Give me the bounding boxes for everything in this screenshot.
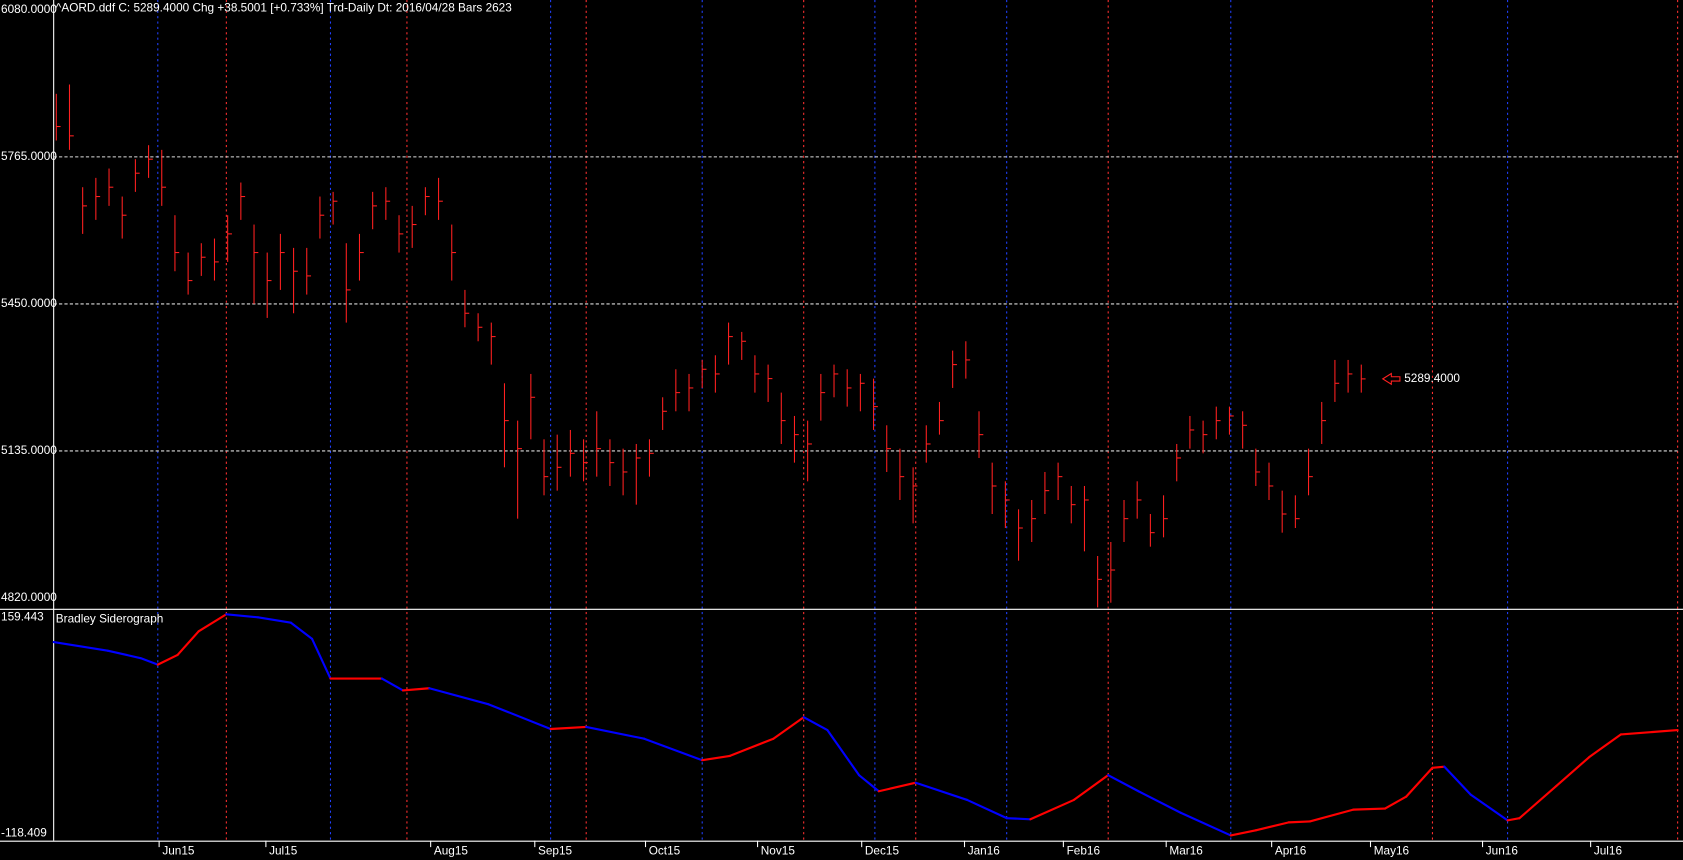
x-tick-label: Apr16 xyxy=(1275,844,1307,858)
x-tick-label: Mar16 xyxy=(1169,844,1203,858)
siderograph-segment xyxy=(1229,829,1257,837)
x-tick-label: Jun15 xyxy=(162,844,195,858)
x-tick-label: Jun16 xyxy=(1486,844,1519,858)
siderograph-segment xyxy=(1072,774,1110,801)
siderograph-segment xyxy=(549,725,588,731)
siderograph-segment xyxy=(1555,755,1591,788)
last-price-arrow xyxy=(1381,372,1401,386)
siderograph-segment xyxy=(914,781,969,801)
siderograph-segment xyxy=(877,781,917,793)
last-price-label: 5289.4000 xyxy=(1404,371,1460,385)
siderograph-segment xyxy=(966,798,1008,820)
siderograph-segment xyxy=(289,621,314,640)
siderograph-segment xyxy=(1179,811,1232,837)
siderograph-segment xyxy=(1619,729,1679,736)
x-tick-label: Feb16 xyxy=(1067,844,1101,858)
y-tick-label: 5450.0000 xyxy=(1,296,57,310)
x-tick-label: Dec15 xyxy=(865,844,900,858)
y-tick-label: 5765.0000 xyxy=(1,149,57,163)
siderograph-segment xyxy=(701,754,731,762)
siderograph-segment xyxy=(401,687,431,692)
siderograph-segment xyxy=(1443,765,1472,796)
siderograph-segment xyxy=(772,716,805,740)
siderograph-segment xyxy=(1254,821,1290,832)
siderograph-segment xyxy=(1137,790,1182,814)
siderograph-segment xyxy=(156,653,179,666)
siderograph-segment xyxy=(256,616,293,624)
siderograph-segment xyxy=(1005,817,1032,821)
siderograph-segment xyxy=(585,725,646,740)
panel-title: Bradley Siderograph xyxy=(56,612,164,626)
siderograph-segment xyxy=(1431,765,1446,769)
siderograph-segment xyxy=(802,716,829,732)
y-tick-label: 159.443 xyxy=(1,610,44,624)
cycle-layer xyxy=(157,0,1679,841)
siderograph-segment xyxy=(139,657,159,666)
siderograph-segment xyxy=(1287,820,1311,824)
y-tick-label: 4820.0000 xyxy=(1,590,57,604)
x-tick-label: Aug15 xyxy=(434,844,469,858)
siderograph-segment xyxy=(1383,795,1408,810)
siderograph-segment xyxy=(643,737,704,762)
siderograph-segment xyxy=(487,703,552,731)
siderograph-segment xyxy=(728,737,775,757)
chart-header: ^AORD.ddf C: 5289.4000 Chg +38.5001 [+0.… xyxy=(56,1,512,15)
siderograph-segment xyxy=(1029,798,1075,821)
siderograph-segment xyxy=(1308,808,1355,823)
x-tick-label: Oct15 xyxy=(649,844,681,858)
y-tick-label: -118.409 xyxy=(1,825,47,839)
siderograph-segment xyxy=(106,649,142,660)
siderograph-segment xyxy=(1588,733,1623,759)
siderograph-segment xyxy=(1469,793,1509,822)
x-tick-label: Jul15 xyxy=(269,844,298,858)
siderograph-segment xyxy=(428,687,490,706)
siderograph-segment xyxy=(380,677,405,692)
siderograph-segment xyxy=(1405,766,1434,798)
siderograph-segment xyxy=(1352,807,1387,811)
x-tick-label: May16 xyxy=(1374,844,1410,858)
siderograph-segment xyxy=(52,641,109,652)
siderograph-segment xyxy=(1506,817,1521,822)
x-tick-label: Jul16 xyxy=(1594,844,1623,858)
siderograph-segment xyxy=(1107,774,1140,793)
siderograph-segment xyxy=(225,613,260,619)
x-tick-label: Nov15 xyxy=(761,844,796,858)
y-tick-label: 5135.0000 xyxy=(1,443,57,457)
x-tick-label: Jan16 xyxy=(968,844,1001,858)
siderograph-segment xyxy=(197,613,228,633)
siderograph-segment xyxy=(1518,784,1558,820)
y-tick-label: 6080.0000 xyxy=(1,2,57,16)
siderograph-segment xyxy=(826,729,861,777)
siderograph-segment xyxy=(176,630,200,657)
x-tick-label: Sep15 xyxy=(538,844,573,858)
siderograph-segment xyxy=(857,774,880,793)
siderograph-segment xyxy=(310,637,332,680)
